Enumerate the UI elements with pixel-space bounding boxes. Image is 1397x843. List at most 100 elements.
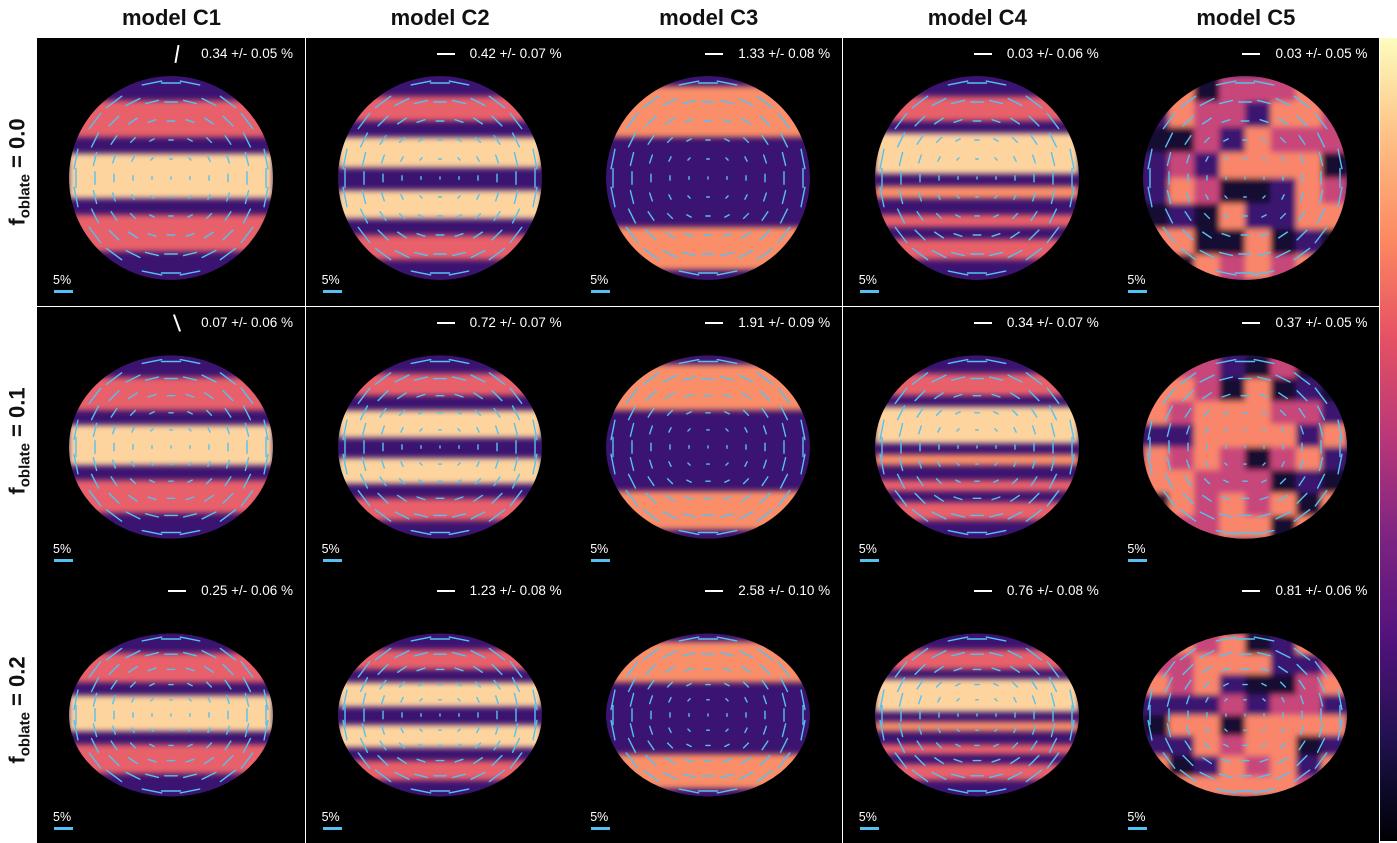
polarization-vector xyxy=(242,404,252,420)
scale-bar xyxy=(1128,558,1148,562)
polarization-vector xyxy=(647,407,655,418)
polarization-vector xyxy=(1259,758,1270,763)
polarization-vector xyxy=(1012,426,1017,433)
polarization-vector xyxy=(780,677,789,693)
polarization-vector xyxy=(1278,117,1289,125)
emission-patch xyxy=(1143,694,1170,716)
emission-patch xyxy=(1296,254,1323,280)
polarization-vector xyxy=(665,757,676,765)
polarization-vector xyxy=(667,136,674,144)
polarization-vector xyxy=(1261,682,1268,687)
polarization-vector xyxy=(756,247,774,261)
polarization-vector xyxy=(1025,508,1043,522)
polarization-vector xyxy=(88,226,102,244)
polarization-vector xyxy=(244,189,250,205)
polarization-vector xyxy=(994,157,998,161)
polarization-vector xyxy=(665,391,676,399)
polarization-vector xyxy=(242,677,252,693)
polarization-vector xyxy=(380,192,385,202)
polarization-vector xyxy=(879,453,885,475)
polarization-vector xyxy=(224,740,232,751)
polarization-vector xyxy=(954,138,961,142)
polarization-vector xyxy=(628,473,637,489)
polarization-vector xyxy=(1224,157,1229,161)
polarization-vector xyxy=(396,231,407,239)
emission-patch xyxy=(1194,653,1221,675)
polarization-vector xyxy=(916,475,924,486)
polarization-vector xyxy=(399,460,404,467)
scale-label: 5% xyxy=(590,541,609,556)
polarization-vector xyxy=(187,743,193,748)
polarization-vector xyxy=(933,391,944,399)
polarization-vector xyxy=(1030,740,1038,751)
polarization-vector xyxy=(1069,689,1075,711)
polarization-vector xyxy=(933,494,944,502)
polarization-vector xyxy=(1298,135,1306,145)
emission-band xyxy=(69,100,273,138)
polarization-vector xyxy=(219,769,237,783)
polarization-vector xyxy=(761,407,769,418)
emission-patch xyxy=(1245,633,1272,655)
polarization-vector xyxy=(1028,755,1040,767)
polarization-vector xyxy=(668,426,672,433)
polarization-vector xyxy=(896,132,905,148)
polarization-vector xyxy=(1202,391,1213,399)
polarization-vector xyxy=(88,752,102,770)
polarization-vector xyxy=(111,424,117,435)
emission-band xyxy=(874,186,1079,199)
polarization-vector xyxy=(1261,478,1268,483)
polarization-vector xyxy=(188,195,192,199)
polarization-vector xyxy=(628,132,637,148)
polarization-vector xyxy=(1281,194,1286,200)
polarization-vector xyxy=(1257,652,1272,657)
polarization-vector xyxy=(141,358,163,364)
polarization-vector xyxy=(374,647,391,661)
polarization-vector xyxy=(182,773,198,779)
polarization-vector xyxy=(667,409,674,416)
polarization-vector xyxy=(720,512,735,518)
polarization-vector xyxy=(225,424,231,435)
polarization-vector xyxy=(678,80,700,86)
polarization-vector xyxy=(625,661,639,678)
polarization-vector xyxy=(1167,723,1172,738)
polarization-vector xyxy=(665,117,676,125)
disk-map xyxy=(606,321,811,539)
polarization-vector xyxy=(763,695,768,705)
emission-patch xyxy=(1270,633,1297,655)
polarization-vector xyxy=(994,728,998,733)
polarization-vector xyxy=(629,456,635,471)
polarization-vector xyxy=(73,419,79,440)
polarization-vector xyxy=(1204,136,1211,144)
polarization-vector xyxy=(1199,510,1215,520)
polarization-vector xyxy=(1298,679,1306,690)
polarization-vector xyxy=(935,681,942,688)
emission-patch xyxy=(1168,254,1195,280)
polarization-vector xyxy=(415,667,426,672)
emission-patch xyxy=(1168,694,1195,716)
polarization-vector xyxy=(1319,723,1324,738)
polarization-vector xyxy=(1296,115,1309,127)
polarization-vector xyxy=(128,231,138,239)
polarization-vector xyxy=(470,97,486,107)
emission-patch xyxy=(1219,254,1246,280)
polarization-vector xyxy=(1278,231,1289,239)
polarization-vector xyxy=(341,419,348,440)
polarization-vector xyxy=(185,758,195,763)
polarization-vector xyxy=(642,508,660,522)
polarization-vector xyxy=(756,95,774,109)
polarization-vector xyxy=(448,270,470,276)
polarization-vector xyxy=(761,679,769,690)
scale-bar xyxy=(591,827,611,831)
polarization-vector xyxy=(1048,473,1057,489)
polarization-vector xyxy=(147,118,157,124)
polarization-vector xyxy=(451,375,466,381)
polarization-vector xyxy=(1069,148,1075,170)
polarization-vector xyxy=(716,636,738,642)
polarization-vector xyxy=(994,461,998,466)
polarization-vector xyxy=(1314,226,1328,244)
polarization-vector xyxy=(1257,773,1272,779)
polarization-vector xyxy=(105,647,123,661)
model-panel: 1.23 +/- 0.08 % 5% xyxy=(305,575,574,843)
polarization-vector xyxy=(1028,229,1040,241)
polarization-vector xyxy=(131,727,135,734)
